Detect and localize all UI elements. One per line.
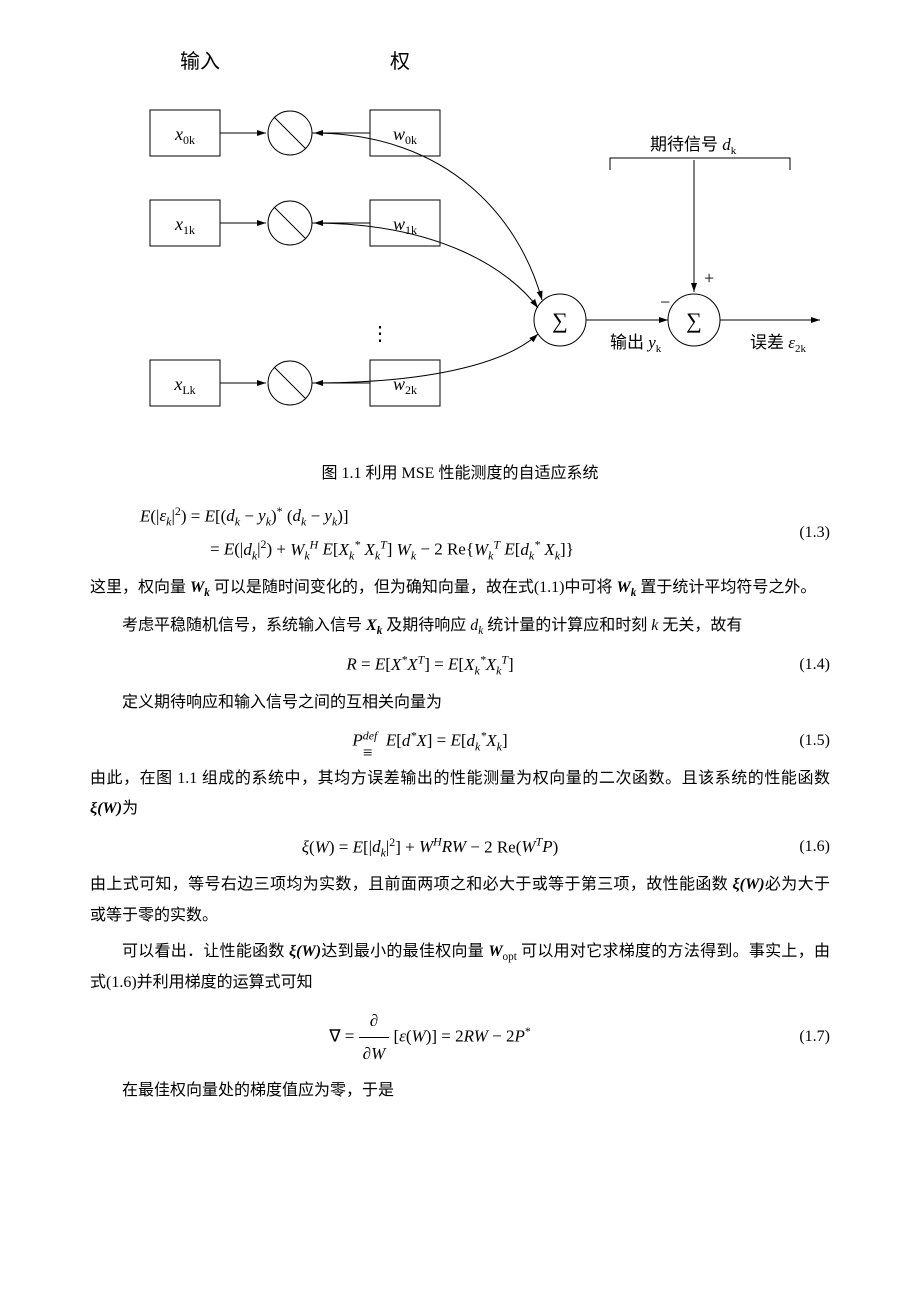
para-1: 这里，权向量 Wk 可以是随时间变化的，但为确知向量，故在式(1.1)中可将 W… xyxy=(90,573,830,604)
svg-text:期待信号 dk: 期待信号 dk xyxy=(650,135,737,157)
para-6: 可以看出．让性能函数 ξ(W)达到最小的最佳权向量 Wopt 可以用对它求梯度的… xyxy=(90,937,830,999)
svg-text:∑: ∑ xyxy=(686,308,702,333)
para-2: 考虑平稳随机信号，系统输入信号 Xk 及期待响应 dk 统计量的计算应和时刻 k… xyxy=(90,611,830,642)
hdr-input: 输入 xyxy=(180,50,220,73)
para-5: 由上式可知，等号右边三项均为实数，且前面两项之和必大于或等于第三项，故性能函数 … xyxy=(90,870,830,931)
weight-col: w0k w1k w2k xyxy=(370,110,440,406)
svg-text:误差 ε2k: 误差 ε2k xyxy=(750,333,806,355)
svg-text:−: − xyxy=(660,292,670,312)
eq-1-4: R = E[X*XT] = E[Xk*XkT] (1.4) xyxy=(90,648,830,682)
para-7: 在最佳权向量处的梯度值应为零，于是 xyxy=(90,1076,830,1106)
mult-col xyxy=(268,111,312,405)
figure-1-1: 输入 权 x0k x1k ⋮ xLk w0k w1k w2k xyxy=(90,40,830,451)
svg-text:输出 yk: 输出 yk xyxy=(610,333,662,355)
svg-text:∑: ∑ xyxy=(552,308,568,333)
eq-1-7: ∇ = ∂∂W [ε(W)] = 2RW − 2P* (1.7) xyxy=(90,1005,830,1071)
para-3: 定义期待响应和输入信号之间的互相关向量为 xyxy=(90,688,830,718)
svg-text:+: + xyxy=(704,268,714,288)
hdr-weight: 权 xyxy=(390,50,410,73)
eq-1-5: Pdef≡ E[d*X] = E[dk*Xk] (1.5) xyxy=(90,724,830,758)
figure-svg: 输入 权 x0k x1k ⋮ xLk w0k w1k w2k xyxy=(90,40,830,440)
eq-1-6: ξ(W) = E[|dk|2] + WHRW − 2 Re(WTP) (1.6) xyxy=(90,831,830,865)
para-4: 由此，在图 1.1 组成的系统中，其均方误差输出的性能测量为权向量的二次函数。且… xyxy=(90,764,830,825)
svg-text:⋮: ⋮ xyxy=(370,323,390,345)
eq-1-3: E(|εk|2) = E[(dk − yk)* (dk − yk)] = E(|… xyxy=(90,500,830,567)
input-col: x0k x1k ⋮ xLk xyxy=(150,110,390,406)
figure-caption: 图 1.1 利用 MSE 性能测度的自适应系统 xyxy=(90,459,830,489)
